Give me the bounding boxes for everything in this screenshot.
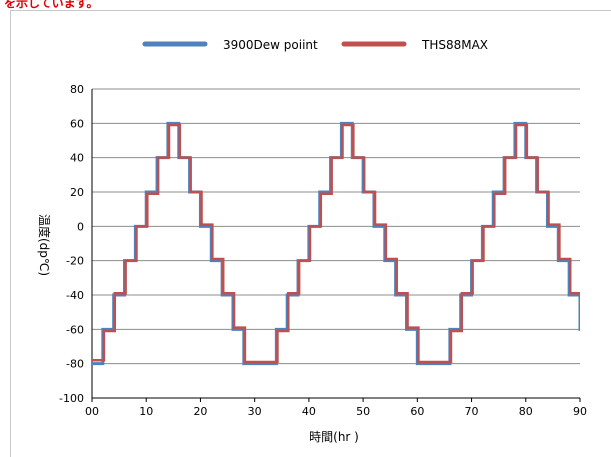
tick-labels: -100 -80 -60 -40 -20 0 20 40 60 80 00 10 20 30 40 50 60 7… bbox=[59, 83, 587, 418]
y-tick-label: 0 bbox=[77, 220, 84, 233]
legend-label-series-2: THS88MAX bbox=[421, 38, 488, 52]
x-tick-label: 60 bbox=[410, 405, 424, 418]
x-tick-label: 20 bbox=[193, 405, 207, 418]
x-tick-label: 70 bbox=[465, 405, 479, 418]
axes bbox=[91, 89, 581, 402]
y-tick-label: 60 bbox=[70, 117, 84, 130]
y-axis-title: 温度(dp℃) bbox=[37, 214, 52, 276]
legend: 3900Dew poiint THS88MAX bbox=[142, 38, 488, 52]
x-tick-label: 50 bbox=[356, 405, 370, 418]
x-tick-label: 80 bbox=[519, 405, 533, 418]
x-tick-label: 30 bbox=[248, 405, 262, 418]
x-tick-label: 90 bbox=[573, 405, 587, 418]
x-axis-title: 時間(hr ) bbox=[309, 430, 359, 444]
frame-left-border bbox=[10, 10, 11, 457]
gridlines bbox=[92, 88, 580, 365]
frame-top-border bbox=[10, 10, 611, 11]
x-tick-label: 10 bbox=[139, 405, 153, 418]
x-tick-label: 40 bbox=[302, 405, 316, 418]
y-tick-label: -20 bbox=[66, 255, 84, 268]
y-tick-label: -60 bbox=[66, 323, 84, 336]
y-tick-label: 80 bbox=[70, 83, 84, 96]
y-tick-label: 40 bbox=[70, 152, 84, 165]
legend-label-series-1: 3900Dew poiint bbox=[223, 38, 318, 52]
series-lines bbox=[92, 121, 580, 366]
y-tick-label: -40 bbox=[66, 289, 84, 302]
x-tick-label: 00 bbox=[85, 405, 99, 418]
y-tick-label: -100 bbox=[59, 392, 84, 405]
series-line-2 bbox=[92, 123, 580, 364]
y-tick-label: 20 bbox=[70, 186, 84, 199]
series-line-1 bbox=[92, 121, 580, 366]
header-note: を示しています。 bbox=[4, 0, 99, 10]
y-tick-label: -80 bbox=[66, 358, 84, 371]
